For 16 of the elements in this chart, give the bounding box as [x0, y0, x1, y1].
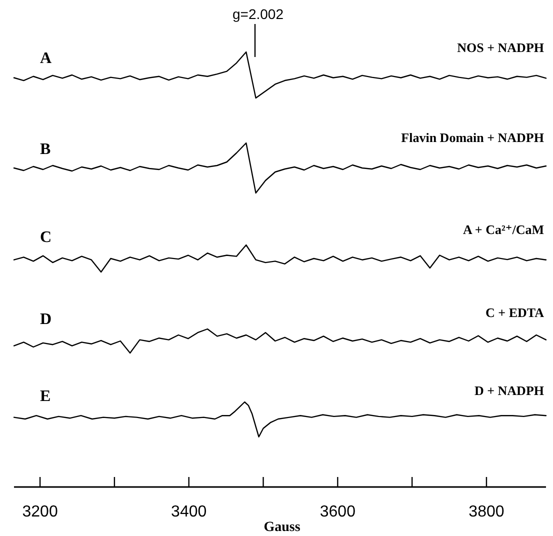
chart-title: E	[40, 388, 51, 405]
chart-title: C	[40, 229, 52, 246]
x-tick-label: 3600	[320, 503, 356, 520]
chart-title: D	[40, 311, 52, 328]
chart-subtitle: D + NADPH	[474, 383, 544, 398]
x-tick-label: 3200	[22, 503, 58, 520]
chart-title: B	[40, 141, 51, 158]
chart-subtitle: NOS + NADPH	[457, 40, 544, 55]
x-tick-label: 3400	[171, 503, 207, 520]
chart-subtitle: Flavin Domain + NADPH	[401, 130, 544, 145]
chart-subtitle: A + Ca²⁺/CaM	[463, 222, 544, 237]
chart-subtitle: C + EDTA	[486, 305, 545, 320]
x-axis-title: Gauss	[264, 520, 301, 535]
x-tick-label: 3800	[468, 503, 504, 520]
chart-title: A	[40, 50, 52, 67]
text: g=2.002	[232, 6, 284, 22]
